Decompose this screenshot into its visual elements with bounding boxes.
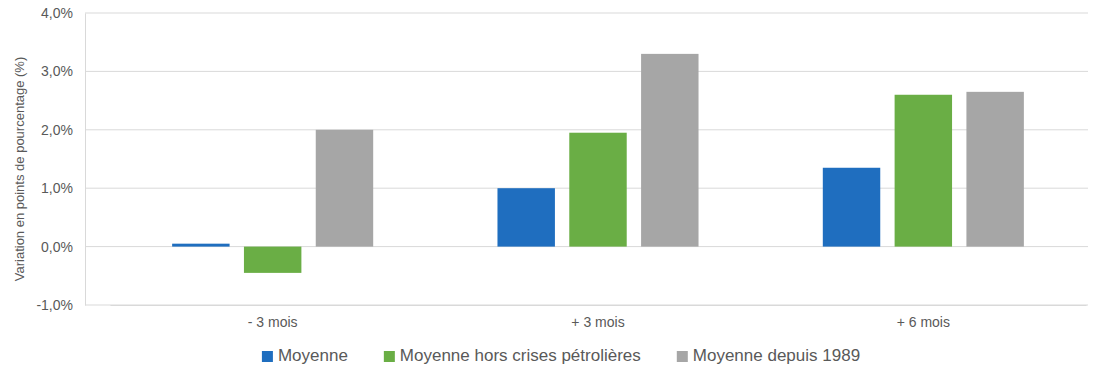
- legend-label: Moyenne hors crises pétrolières: [400, 346, 641, 365]
- legend-swatch: [677, 351, 688, 362]
- y-tick-label: -1,0%: [36, 297, 73, 313]
- x-tick-label: + 3 mois: [571, 314, 624, 330]
- y-tick: 4,0%: [41, 5, 85, 21]
- bar: [823, 168, 880, 247]
- y-tick-label: 1,0%: [41, 180, 73, 196]
- x-tick-label: + 6 mois: [897, 314, 950, 330]
- y-tick: 3,0%: [41, 63, 85, 79]
- legend-item: Moyenne hors crises pétrolières: [384, 346, 641, 365]
- y-tick: -1,0%: [36, 297, 85, 313]
- legend-item: Moyenne: [262, 346, 348, 365]
- bar: [316, 130, 373, 247]
- legend-swatch: [384, 351, 395, 362]
- bar: [895, 95, 952, 247]
- y-tick-label: 3,0%: [41, 63, 73, 79]
- bar: [497, 188, 554, 246]
- chart: -1,0% 0,0% 1,0% 2,0% 3,0% 4,0% Variation en po…: [0, 0, 1100, 384]
- legend-label: Moyenne depuis 1989: [693, 346, 860, 365]
- x-tick: + 3 mois: [571, 305, 624, 330]
- y-tick-label: 0,0%: [41, 239, 73, 255]
- y-axis: -1,0% 0,0% 1,0% 2,0% 3,0% 4,0%: [36, 5, 85, 313]
- bar: [641, 54, 698, 247]
- grid-line: [85, 71, 1088, 72]
- legend-swatch: [262, 351, 273, 362]
- bar: [172, 244, 229, 247]
- legend: Moyenne Moyenne hors crises pétrolières Mo…: [262, 346, 860, 365]
- grid-line: [85, 13, 1088, 14]
- x-tick-label: - 3 mois: [248, 314, 298, 330]
- x-axis-line: [111, 305, 1087, 306]
- bar: [966, 92, 1023, 247]
- legend-item: Moyenne depuis 1989: [677, 346, 860, 365]
- y-tick: 0,0%: [41, 239, 85, 255]
- x-tick: - 3 mois: [248, 305, 298, 330]
- y-tick-label: 2,0%: [41, 122, 73, 138]
- legend-label: Moyenne: [278, 346, 348, 365]
- y-axis-title: Variation en points de pourcentage (%): [12, 57, 27, 282]
- grid: [85, 13, 1088, 305]
- y-axis-line: [85, 14, 86, 306]
- bar: [569, 133, 626, 247]
- grid-line: [85, 305, 1088, 306]
- y-tick-label: 4,0%: [41, 5, 73, 21]
- y-tick: 1,0%: [41, 180, 85, 196]
- x-axis: - 3 mois + 3 mois + 6 mois: [111, 305, 1087, 330]
- y-tick: 2,0%: [41, 122, 85, 138]
- bars: [172, 54, 1024, 273]
- bar: [244, 247, 301, 273]
- x-tick: + 6 mois: [897, 305, 950, 330]
